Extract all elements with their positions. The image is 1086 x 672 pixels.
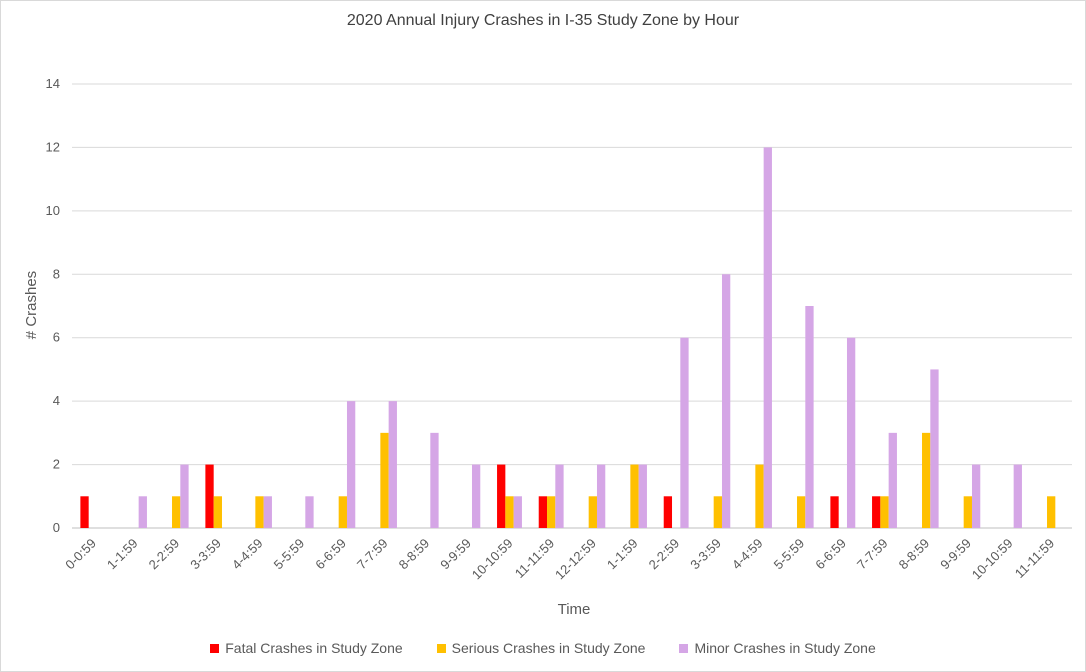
x-tick-label: 12-12:59 <box>552 536 599 583</box>
y-tick-label: 0 <box>53 520 60 535</box>
bar-minor-7 <box>388 401 397 528</box>
bar-minor-6 <box>346 401 356 528</box>
x-tick-label: 1-1:59 <box>104 536 141 573</box>
x-tick-label: 4-4:59 <box>229 536 266 573</box>
chart-title: 2020 Annual Injury Crashes in I-35 Study… <box>346 12 740 29</box>
bar-serious-23 <box>1047 496 1056 528</box>
bar-minor-15 <box>721 274 731 528</box>
bar-minor-14 <box>680 337 689 528</box>
gridlines <box>72 83 1072 529</box>
x-tick-label: 2-2:59 <box>646 536 683 573</box>
x-tick-label: 6-6:59 <box>312 536 349 573</box>
bar-minor-22 <box>1013 464 1022 528</box>
bar-serious-15 <box>713 496 722 528</box>
bar-serious-16 <box>755 464 764 528</box>
bar-minor-13 <box>638 464 647 528</box>
legend-swatch-minor <box>679 643 689 653</box>
bar-fatal-18 <box>830 496 839 528</box>
bar-minor-2 <box>180 464 189 528</box>
legend-item-fatal: Fatal Crashes in Study Zone <box>210 640 403 656</box>
bar-serious-11 <box>547 496 556 528</box>
y-tick-label: 8 <box>53 266 60 281</box>
bar-minor-10 <box>513 496 522 528</box>
bar-fatal-3 <box>205 464 214 528</box>
x-tick-label: 5-5:59 <box>271 536 308 573</box>
x-tick-label: 9-9:59 <box>937 536 974 573</box>
bar-serious-10 <box>505 496 514 528</box>
bar-minor-20 <box>930 369 939 528</box>
x-tick-label: 1-1:59 <box>604 536 641 573</box>
x-tick-label: 8-8:59 <box>396 536 433 573</box>
bar-fatal-11 <box>538 496 548 528</box>
legend-item-minor: Minor Crashes in Study Zone <box>679 640 876 656</box>
x-tick-label: 0-0:59 <box>62 536 99 573</box>
legend-swatch-fatal <box>210 643 220 653</box>
bar-minor-9 <box>471 464 481 528</box>
legend: Fatal Crashes in Study Zone Serious Cras… <box>0 640 1086 656</box>
bar-fatal-14 <box>663 496 673 528</box>
bar-serious-7 <box>380 432 389 528</box>
bar-minor-1 <box>138 496 147 528</box>
bar-minor-12 <box>596 464 606 528</box>
y-tick-label: 6 <box>53 330 60 345</box>
x-tick-label: 2-2:59 <box>146 536 183 573</box>
x-tick-label: 6-6:59 <box>812 536 849 573</box>
bar-fatal-10 <box>497 464 506 528</box>
bar-serious-19 <box>880 496 889 528</box>
y-axis-title: # Crashes <box>23 271 40 339</box>
y-tick-label: 4 <box>53 393 60 408</box>
bar-minor-18 <box>846 337 856 528</box>
bar-minor-16 <box>763 147 772 528</box>
x-tick-label: 10-10:59 <box>969 536 1016 583</box>
x-tick-label: 7-7:59 <box>354 536 391 573</box>
bar-minor-17 <box>805 306 814 528</box>
y-tick-label: 12 <box>46 139 60 154</box>
bar-serious-13 <box>630 464 639 528</box>
legend-label-serious: Serious Crashes in Study Zone <box>451 640 646 656</box>
x-tick-label: 9-9:59 <box>437 536 474 573</box>
bar-serious-21 <box>963 496 972 528</box>
x-tick-label: 5-5:59 <box>771 536 808 573</box>
bar-serious-20 <box>922 432 931 528</box>
bar-serious-3 <box>213 496 222 528</box>
x-tick-label: 11-11:59 <box>512 536 558 582</box>
legend-label-minor: Minor Crashes in Study Zone <box>694 640 876 656</box>
bar-serious-4 <box>255 496 264 528</box>
x-tick-label: 8-8:59 <box>896 536 933 573</box>
x-axis-ticks: 0-0:59 1-1:59 2-2:59 3-3:59 4-4:59 5-5:59 6-6:… <box>62 536 1057 583</box>
bar-fatal-0 <box>80 496 89 528</box>
x-tick-label: 4-4:59 <box>729 536 766 573</box>
x-tick-label: 11-11:59 <box>1012 536 1058 582</box>
bar-minor-8 <box>430 432 439 528</box>
y-tick-label: 14 <box>46 76 60 91</box>
x-tick-label: 3-3:59 <box>687 536 724 573</box>
x-tick-label: 3-3:59 <box>187 536 224 573</box>
bar-serious-6 <box>338 496 347 528</box>
bars <box>80 147 1056 528</box>
legend-item-serious: Serious Crashes in Study Zone <box>436 640 646 656</box>
x-axis-title: Time <box>558 601 591 618</box>
bar-minor-5 <box>305 496 314 528</box>
bar-fatal-19 <box>872 496 881 528</box>
bar-minor-21 <box>971 464 981 528</box>
y-tick-label: 10 <box>46 203 60 218</box>
bar-minor-11 <box>555 464 564 528</box>
bar-minor-4 <box>263 496 272 528</box>
x-tick-label: 7-7:59 <box>854 536 891 573</box>
bar-serious-2 <box>172 496 181 528</box>
y-axis-ticks: 0 2 4 6 8 10 12 14 <box>46 76 60 535</box>
legend-label-fatal: Fatal Crashes in Study Zone <box>225 640 403 656</box>
x-tick-label: 10-10:59 <box>469 536 516 583</box>
bar-minor-19 <box>888 432 897 528</box>
bar-serious-17 <box>797 496 806 528</box>
y-tick-label: 2 <box>53 457 60 472</box>
bar-serious-12 <box>588 496 597 528</box>
legend-swatch-serious <box>436 643 446 653</box>
